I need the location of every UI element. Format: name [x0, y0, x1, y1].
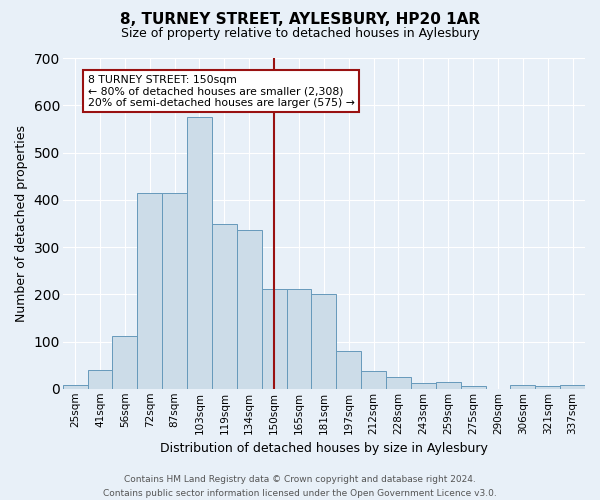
Text: Size of property relative to detached houses in Aylesbury: Size of property relative to detached ho… [121, 28, 479, 40]
Bar [237, 230, 262, 389]
Text: Contains HM Land Registry data © Crown copyright and database right 2024.
Contai: Contains HM Land Registry data © Crown c… [103, 476, 497, 498]
Bar [336, 351, 361, 389]
Bar [560, 385, 585, 389]
Bar [63, 385, 88, 389]
X-axis label: Distribution of detached houses by size in Aylesbury: Distribution of detached houses by size … [160, 442, 488, 455]
Bar [535, 386, 560, 389]
Bar [436, 382, 461, 389]
Bar [411, 382, 436, 389]
Y-axis label: Number of detached properties: Number of detached properties [15, 125, 28, 322]
Bar [112, 336, 137, 389]
Bar [311, 294, 336, 389]
Bar [461, 386, 485, 389]
Bar [287, 289, 311, 389]
Text: 8, TURNEY STREET, AYLESBURY, HP20 1AR: 8, TURNEY STREET, AYLESBURY, HP20 1AR [120, 12, 480, 28]
Bar [361, 372, 386, 389]
Bar [137, 193, 162, 389]
Bar [187, 117, 212, 389]
Bar [262, 288, 287, 389]
Bar [386, 378, 411, 389]
Bar [212, 224, 237, 389]
Bar [162, 192, 187, 389]
Bar [88, 370, 112, 389]
Text: 8 TURNEY STREET: 150sqm
← 80% of detached houses are smaller (2,308)
20% of semi: 8 TURNEY STREET: 150sqm ← 80% of detache… [88, 74, 355, 108]
Bar [511, 385, 535, 389]
